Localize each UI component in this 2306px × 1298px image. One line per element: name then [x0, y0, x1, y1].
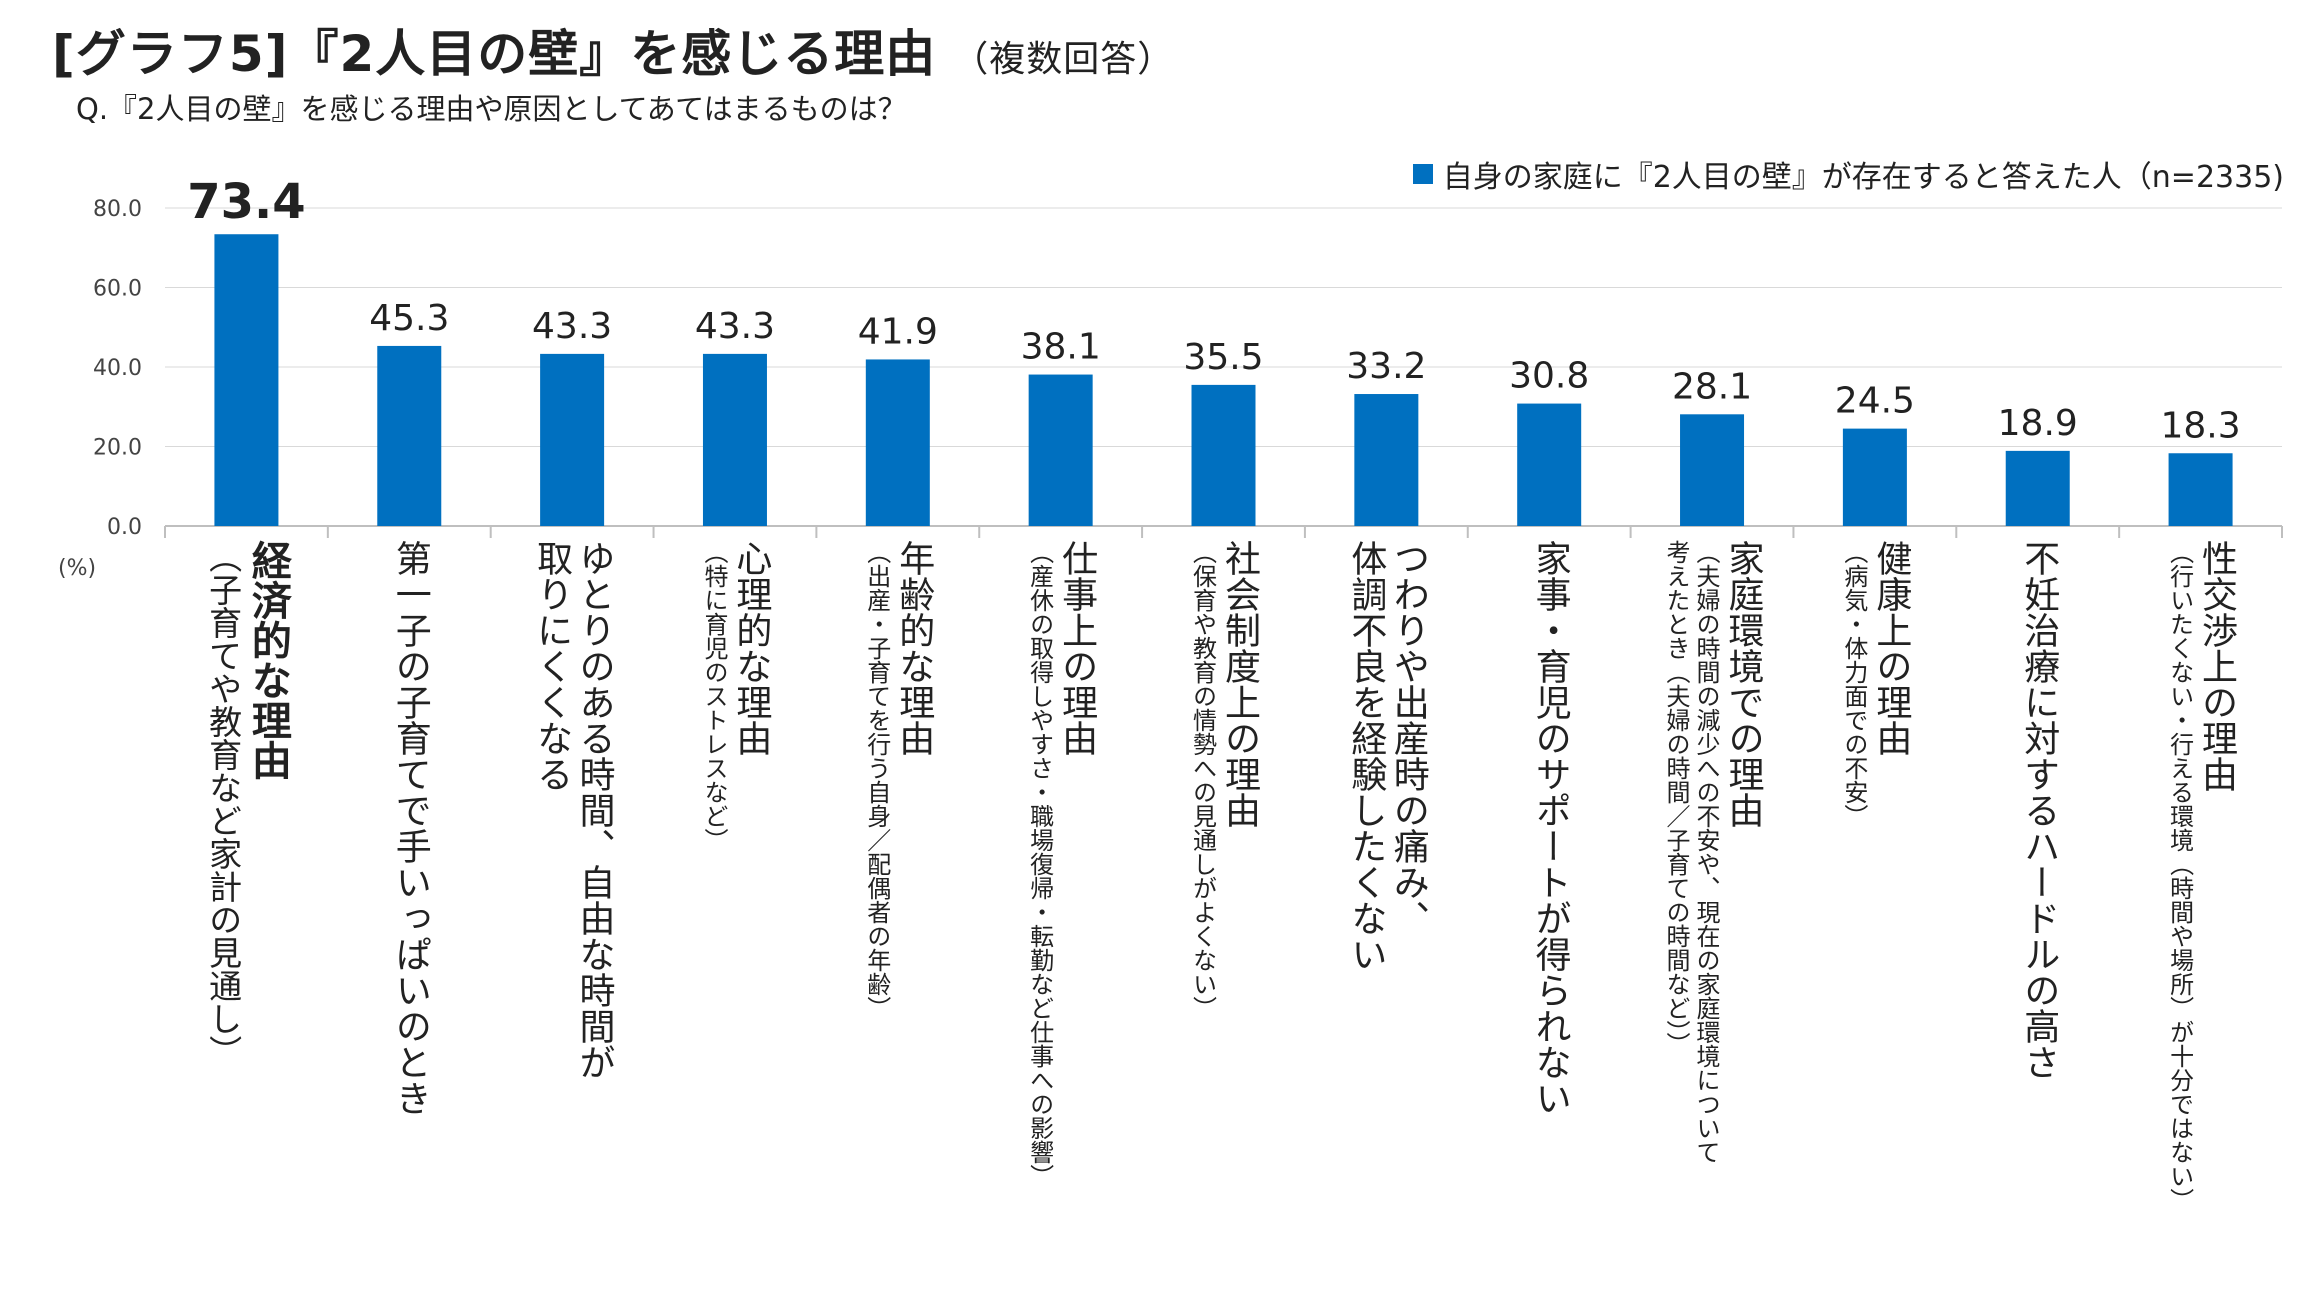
x-tick-label: 不妊治療に対するハードルの高さ	[2017, 540, 2059, 1080]
y-tick-label: 0.0	[107, 515, 142, 540]
category-name: 第一子の子育てで手いっぱいのとき	[389, 540, 431, 1116]
category-detail: 考えたとき（夫婦の時間／子育ての時間など））	[1662, 540, 1691, 1056]
category-name: つわりや出産時の痛み、	[1387, 540, 1429, 936]
x-tick-label: 仕事上の理由 （産休の取得しやすさ・職場復帰・転勤など仕事への影響）	[1025, 540, 1097, 1188]
y-axis-unit: (%)	[58, 556, 97, 581]
x-tick-label: 家事・育児のサポートが得られない	[1528, 540, 1571, 1116]
legend-label: 自身の家庭に『2人目の壁』が存在すると答えた人（n=2335)	[1442, 160, 2284, 195]
category-name: 経済的な理由	[244, 540, 291, 780]
bar	[1028, 374, 1093, 526]
x-tick-label: 社会制度上の理由 （保育や教育の情勢への見通しがよくない）	[1188, 540, 1260, 1020]
data-label: 30.8	[1509, 356, 1589, 397]
bar	[1680, 414, 1745, 526]
data-label: 33.2	[1346, 346, 1426, 387]
data-label: 73.4	[187, 174, 305, 230]
data-label: 38.1	[1021, 327, 1101, 368]
x-tick-label: 経済的な理由 （子育てや教育など家計の見通し）	[202, 540, 291, 1068]
bar	[214, 234, 279, 527]
page-title: [グラフ5]『2人目の壁』を感じる理由 （複数回答）	[52, 14, 1174, 86]
x-tick-label: 家庭環境での理由 （夫婦の時間の減少への不安や、現在の家庭環境について 考えたとき（…	[1661, 540, 1763, 1164]
category-name: ゆとりのある時間、自由な時間が	[573, 540, 615, 1080]
title-note: （複数回答）	[952, 39, 1175, 80]
bar	[540, 353, 605, 526]
legend-swatch	[1412, 164, 1433, 184]
category-name: 心理的な理由	[730, 540, 772, 756]
category-name: 不妊治療に対するハードルの高さ	[2018, 540, 2060, 1080]
x-tick-label: 健康上の理由 （病気・体力面での不安）	[1839, 540, 1911, 828]
category-name: 体調不良を経験したくない	[1345, 540, 1387, 972]
data-label: 28.1	[1672, 366, 1752, 407]
category-detail: （子育てや教育など家計の見通し）	[203, 540, 243, 1068]
data-label: 24.5	[1835, 381, 1915, 422]
category-detail: （産休の取得しやすさ・職場復帰・転勤など仕事への影響）	[1025, 540, 1054, 1188]
category-name: 性交渉上の理由	[2196, 540, 2238, 792]
bar	[1842, 428, 1907, 526]
x-tick-label: 性交渉上の理由 （行いたくない・行える環境（時間や場所）が十分ではない）	[2165, 540, 2237, 1212]
x-tick-label: 心理的な理由 （特に育児のストレスなど）	[699, 540, 771, 852]
y-tick-label: 40.0	[93, 356, 142, 381]
question-text: Q.『2人目の壁』を感じる理由や原因としてあてはまるものは？	[76, 92, 907, 126]
category-name: 社会制度上の理由	[1218, 540, 1260, 828]
bar	[2005, 450, 2070, 526]
data-label: 18.3	[2160, 405, 2240, 446]
title-text: [グラフ5]『2人目の壁』を感じる理由	[52, 25, 937, 83]
y-tick-label: 60.0	[93, 277, 142, 302]
data-label: 43.3	[695, 306, 775, 347]
bar	[1354, 394, 1419, 526]
x-tick-label: つわりや出産時の痛み、 体調不良を経験したくない	[1344, 540, 1429, 972]
bar	[377, 345, 442, 526]
data-label: 35.5	[1183, 337, 1263, 378]
category-detail: （保育や教育の情勢への見通しがよくない）	[1188, 540, 1217, 1020]
category-name: 家事・育児のサポートが得られない	[1529, 540, 1571, 1116]
data-label: 41.9	[858, 311, 938, 352]
bar	[1517, 403, 1582, 526]
category-name: 仕事上の理由	[1056, 540, 1098, 756]
bar	[1191, 384, 1256, 526]
x-tick-label: 年齢的な理由 （出産・子育てを行う自身／配偶者の年齢）	[862, 540, 934, 1020]
category-name: 家庭環境での理由	[1722, 540, 1764, 828]
x-tick-label: ゆとりのある時間、自由な時間が 取りにくくなる	[530, 540, 615, 1080]
category-detail: （病気・体力面での不安）	[1839, 540, 1868, 828]
category-name: 健康上の理由	[1870, 540, 1912, 756]
y-tick-label: 80.0	[93, 197, 142, 222]
bar	[702, 353, 767, 526]
y-tick-label: 20.0	[93, 436, 142, 461]
category-detail: （出産・子育てを行う自身／配偶者の年齢）	[862, 540, 891, 1020]
data-label: 18.9	[1998, 403, 2078, 444]
category-detail: （夫婦の時間の減少への不安や、現在の家庭環境について	[1692, 540, 1721, 1164]
category-detail: （特に育児のストレスなど）	[699, 540, 728, 852]
x-tick-label: 第一子の子育てで手いっぱいのとき	[388, 540, 431, 1116]
legend: 自身の家庭に『2人目の壁』が存在すると答えた人（n=2335)	[1412, 152, 2284, 196]
data-label: 43.3	[532, 306, 612, 347]
data-label: 45.3	[369, 298, 449, 339]
category-detail: （行いたくない・行える環境（時間や場所）が十分ではない）	[2165, 540, 2194, 1212]
bar	[865, 359, 930, 526]
category-name: 年齢的な理由	[893, 540, 935, 756]
bar	[2168, 453, 2233, 526]
category-name: 取りにくくなる	[531, 540, 573, 792]
